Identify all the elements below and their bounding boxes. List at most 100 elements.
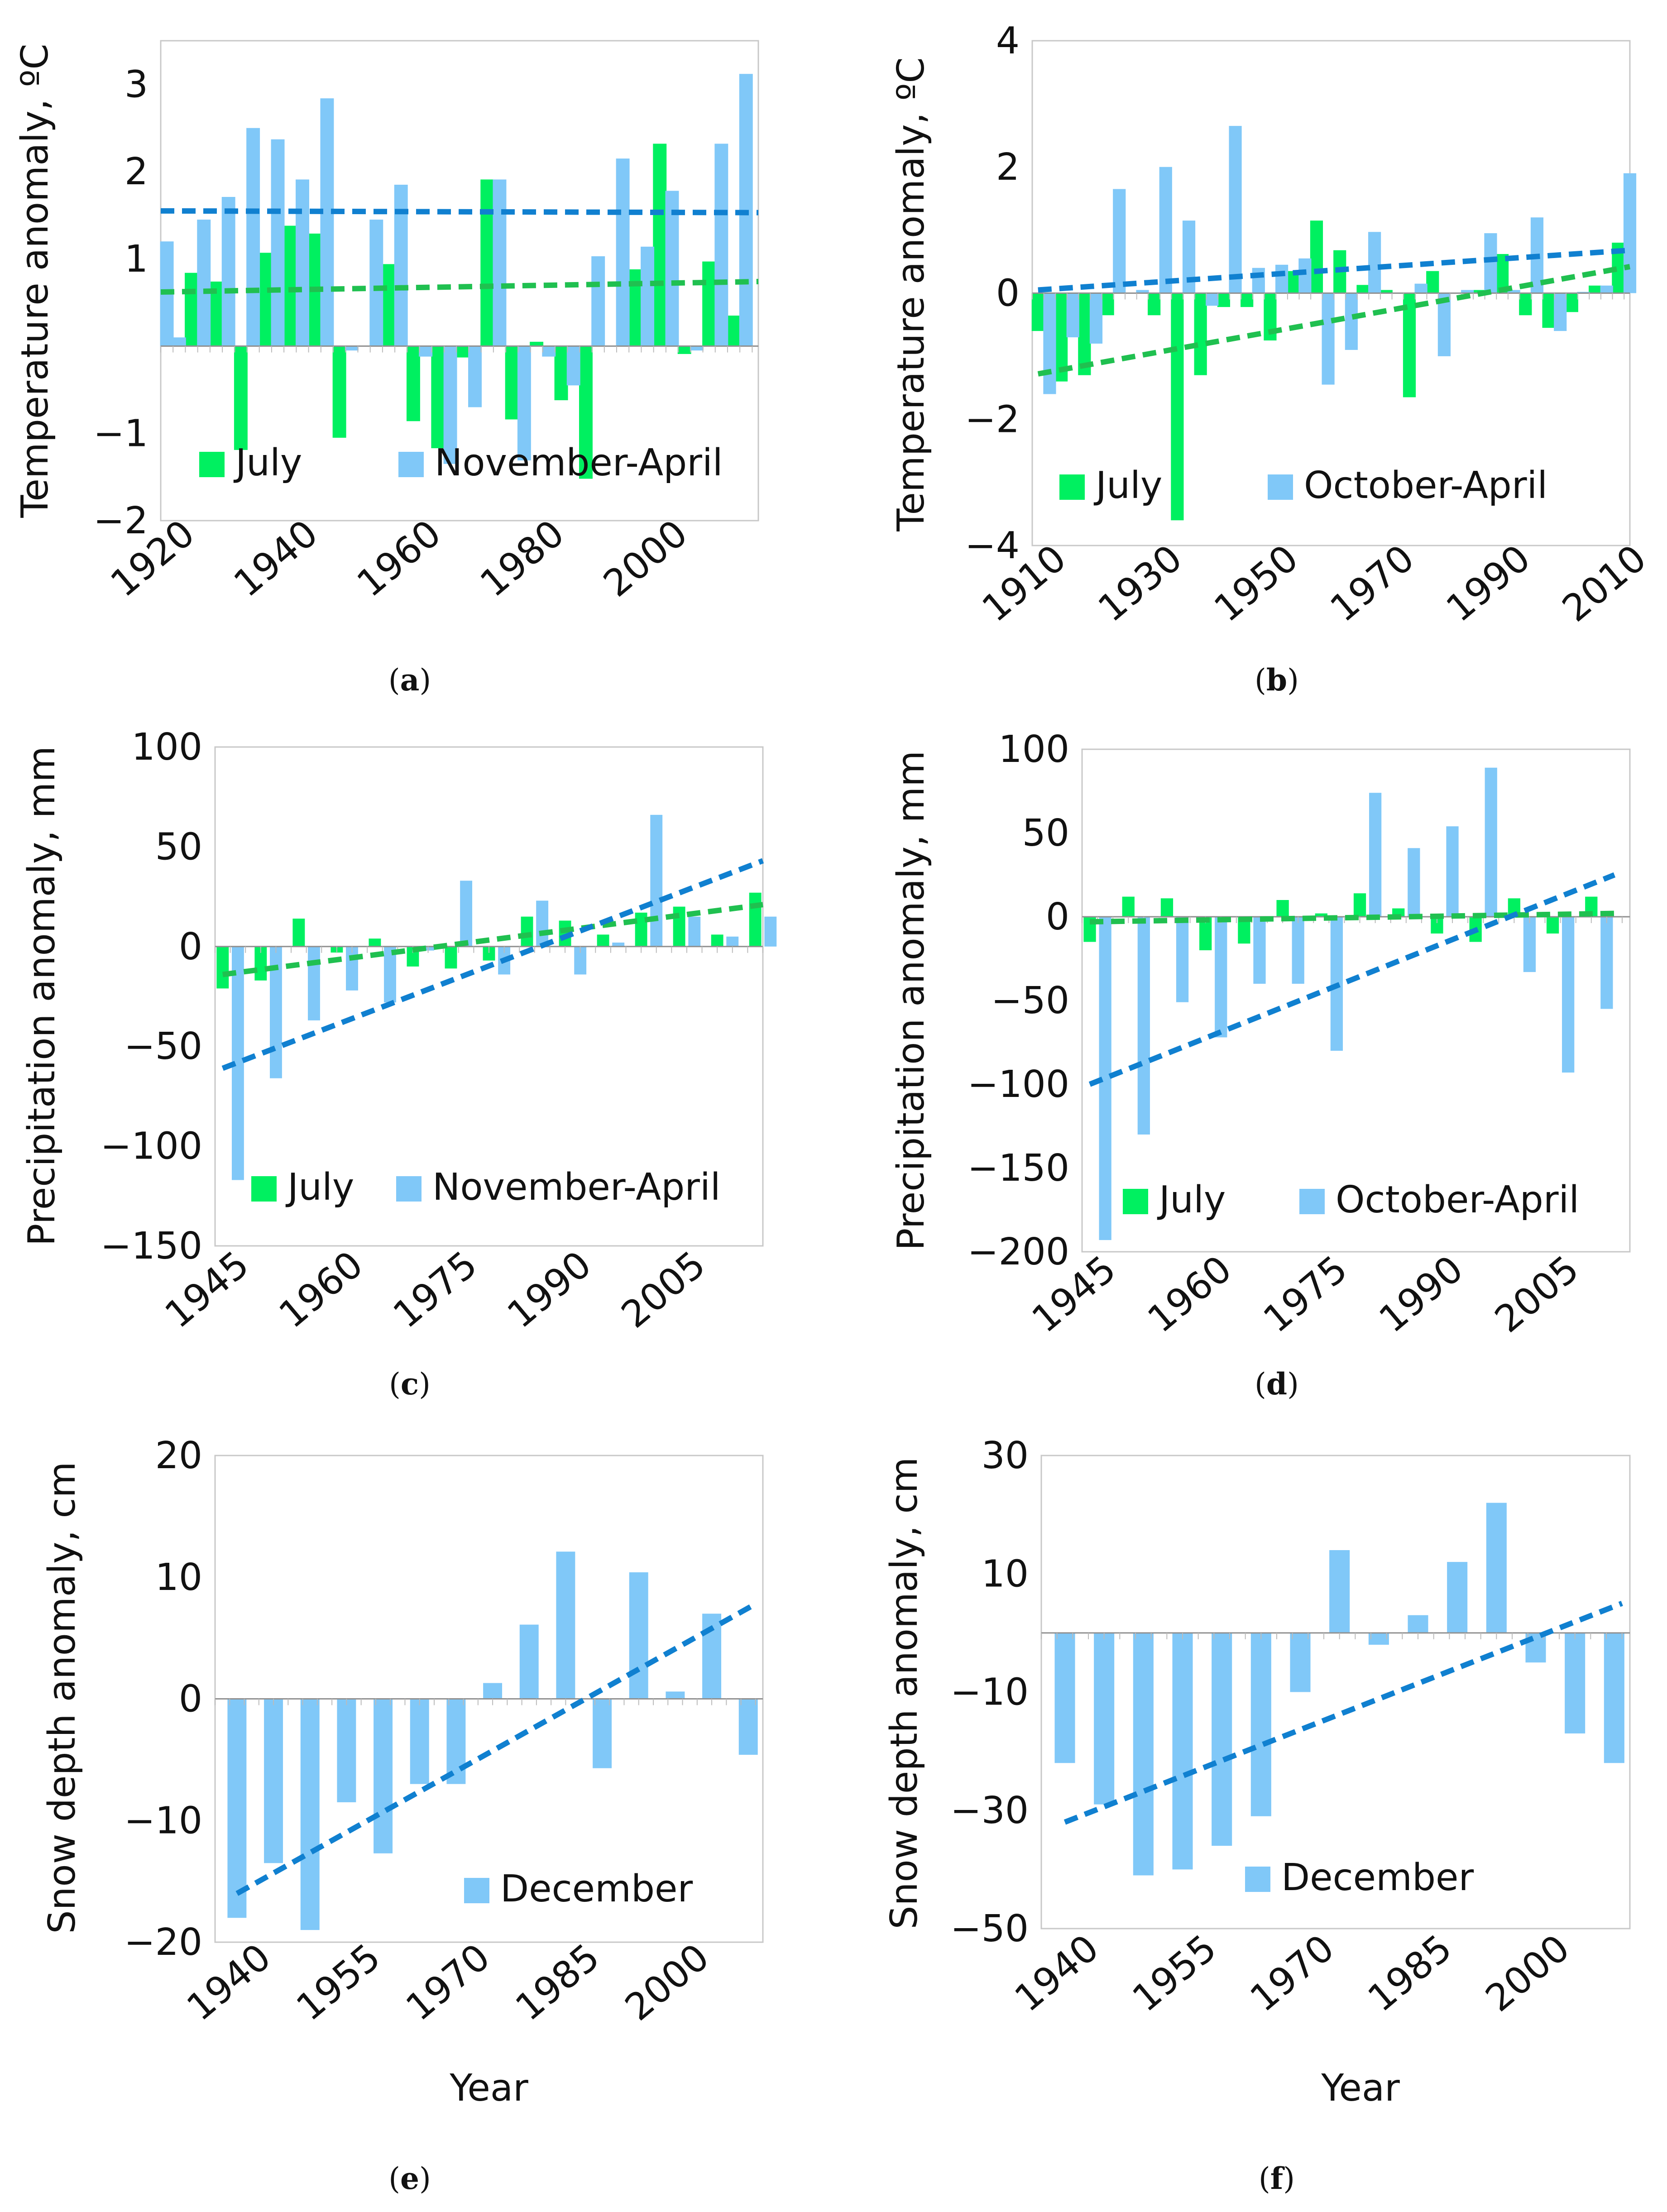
panel-caption: (b): [1255, 662, 1299, 698]
bar: [1241, 293, 1254, 307]
bar: [246, 128, 260, 346]
legend-label-winter: October-April: [1304, 464, 1547, 507]
bar: [1623, 173, 1637, 293]
bar: [332, 346, 346, 438]
legend-swatch-july: [1123, 1189, 1148, 1214]
y-tick-label: −100: [101, 1125, 202, 1168]
bar: [666, 1691, 685, 1699]
y-tick-label: 50: [1022, 812, 1069, 855]
bar: [536, 900, 549, 947]
bar: [1414, 283, 1427, 293]
legend-swatch-winter: [1245, 1867, 1270, 1892]
bar: [641, 246, 655, 346]
bar: [271, 139, 285, 346]
bar: [1486, 1503, 1507, 1633]
series-july: [1031, 220, 1625, 521]
legend-swatch-july: [251, 1176, 277, 1202]
bar: [216, 946, 229, 989]
bar: [665, 191, 679, 346]
bar: [468, 346, 482, 407]
y-tick-label: −150: [101, 1225, 202, 1268]
bar: [1310, 220, 1323, 293]
bar: [1546, 917, 1559, 934]
bar: [1292, 917, 1304, 984]
bar: [308, 946, 320, 1020]
y-tick-label: −10: [950, 1671, 1029, 1714]
bar: [505, 346, 519, 420]
trend-line-july: [1089, 910, 1615, 925]
legend-swatch-winter: [464, 1878, 489, 1903]
x-tick-label: 1930: [1090, 536, 1190, 630]
series-july: [185, 144, 741, 479]
bar: [345, 346, 359, 351]
legend: July November-April: [199, 441, 723, 484]
bar: [369, 220, 383, 346]
y-tick-label: 100: [131, 726, 202, 769]
trend-line-winter: [1088, 872, 1616, 1087]
bar: [521, 916, 533, 947]
legend-swatch-winter: [396, 1176, 422, 1202]
y-tick-label: −50: [124, 1025, 202, 1068]
bar: [1215, 917, 1227, 1038]
y-tick-label: 20: [155, 1434, 202, 1477]
bar: [702, 261, 716, 346]
bar: [1369, 793, 1382, 917]
y-tick-label: 30: [982, 1434, 1029, 1477]
bar: [483, 1683, 503, 1699]
panel-caption: (c): [389, 1366, 431, 1402]
y-tick-label: 0: [996, 272, 1020, 315]
y-tick-label: −150: [968, 1147, 1069, 1190]
bar: [1078, 293, 1091, 375]
legend-label-winter: December: [500, 1867, 693, 1910]
bar: [292, 919, 305, 947]
bar: [1322, 293, 1335, 385]
bar: [300, 1699, 320, 1930]
bar: [727, 316, 741, 346]
bar: [259, 253, 273, 346]
bar: [369, 938, 381, 947]
bar: [690, 346, 704, 351]
bar: [1447, 1562, 1468, 1633]
y-tick-label: −2: [965, 398, 1020, 441]
y-tick-label: 0: [179, 1678, 202, 1721]
bar: [1206, 293, 1219, 306]
legend: December: [464, 1867, 693, 1910]
y-tick-label: −100: [968, 1063, 1069, 1106]
series-winter: [1099, 767, 1613, 1240]
bar: [579, 346, 593, 479]
legend-label-july: July: [285, 1166, 354, 1209]
x-tick-label: 1940: [226, 512, 326, 605]
bar: [1368, 1633, 1389, 1645]
legend-label-winter: November-April: [435, 441, 723, 484]
bar: [1122, 896, 1135, 917]
bar: [382, 264, 396, 346]
bar: [1253, 917, 1266, 984]
bar: [628, 269, 642, 346]
panel-caption: (e): [388, 2161, 431, 2196]
bar: [197, 220, 211, 346]
bar: [554, 346, 568, 401]
y-tick-label: −1: [93, 412, 148, 455]
x-tick-label: 1960: [1140, 1247, 1240, 1341]
bar: [1276, 900, 1289, 917]
y-axis-label: Precipitation anomaly, mm: [890, 751, 933, 1250]
bar: [1565, 293, 1578, 312]
series-winter: [160, 74, 753, 464]
y-axis-label: Temperature anomaly, ºC: [14, 43, 57, 518]
bar: [431, 346, 445, 449]
bar: [1380, 290, 1393, 293]
bar: [1113, 189, 1126, 293]
y-tick-label: 0: [1046, 895, 1069, 938]
series-july: [216, 892, 762, 989]
bar: [612, 942, 625, 947]
y-tick-label: −200: [968, 1230, 1069, 1274]
bar: [616, 158, 630, 346]
bar: [1604, 1633, 1624, 1763]
bar: [688, 916, 701, 947]
trend-line-july: [160, 278, 759, 295]
